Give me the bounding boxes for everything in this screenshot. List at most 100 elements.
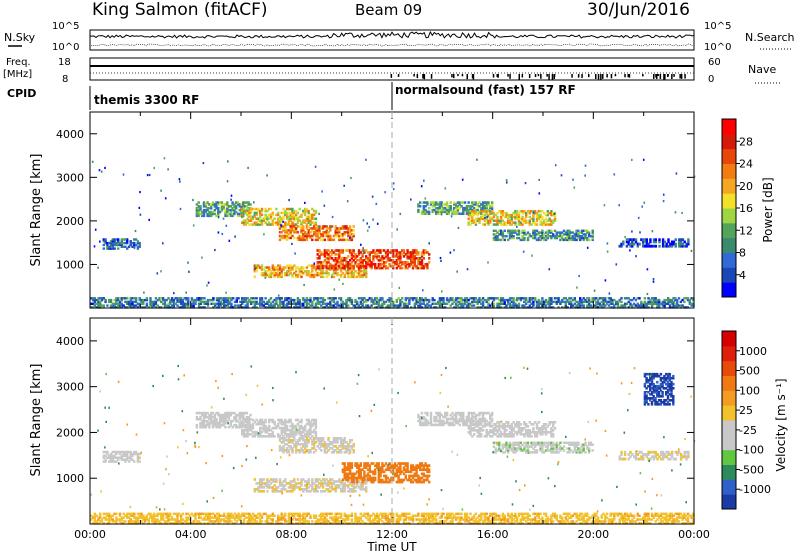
heatmap-cell — [361, 275, 364, 279]
heatmap-cell — [395, 253, 398, 256]
heatmap-cell — [528, 235, 531, 238]
heatmap-cell — [300, 221, 303, 224]
heatmap-cell — [347, 297, 350, 300]
heatmap-cell — [314, 435, 318, 438]
heatmap-cell — [93, 302, 96, 305]
heatmap-cell — [419, 480, 422, 484]
noise-cell — [631, 230, 633, 233]
heatmap-cell — [280, 271, 283, 275]
heatmap-cell — [492, 236, 496, 240]
heatmap-cell — [368, 251, 371, 254]
heatmap-cell — [246, 211, 249, 215]
heatmap-cell — [512, 231, 515, 234]
heatmap-cell — [320, 484, 323, 487]
heatmap-cell — [348, 229, 352, 232]
heatmap-cell — [259, 297, 262, 300]
heatmap-cell — [152, 302, 156, 305]
heatmap-cell — [320, 232, 323, 236]
heatmap-cell — [311, 478, 314, 481]
heatmap-cell — [269, 306, 273, 309]
heatmap-cell — [282, 306, 285, 309]
heatmap-cell — [350, 264, 354, 268]
freq-unit-label: [MHz] — [3, 69, 32, 80]
heatmap-cell — [185, 298, 188, 302]
heatmap-cell — [248, 418, 251, 422]
heatmap-cell — [215, 417, 218, 421]
heatmap-cell — [548, 297, 551, 300]
heatmap-cell — [230, 304, 233, 307]
heatmap-cell — [555, 297, 558, 300]
heatmap-cell — [392, 253, 395, 256]
heatmap-cell — [498, 219, 501, 222]
heatmap-cell — [426, 413, 429, 417]
noise-cell — [303, 283, 305, 287]
heatmap-cell — [336, 259, 339, 262]
heatmap-cell — [210, 421, 213, 425]
freq-dot — [518, 74, 520, 80]
heatmap-cell — [102, 238, 105, 241]
heatmap-cell — [293, 445, 296, 448]
heatmap-cell — [329, 302, 332, 305]
heatmap-cell — [284, 209, 287, 213]
heatmap-cell — [483, 411, 487, 415]
heatmap-cell — [169, 298, 172, 302]
heatmap-cell — [677, 304, 681, 307]
heatmap-cell — [262, 422, 265, 426]
heatmap-cell — [338, 264, 341, 268]
heatmap-cell — [347, 264, 350, 268]
heatmap-cell — [242, 221, 246, 224]
heatmap-cell — [199, 306, 203, 309]
heatmap-cell — [226, 411, 229, 415]
heatmap-cell — [287, 306, 291, 309]
heatmap-cell — [280, 430, 283, 434]
heatmap-cell — [454, 413, 458, 417]
heatmap-cell — [469, 212, 472, 215]
heatmap-cell — [381, 464, 384, 467]
heatmap-cell — [492, 223, 496, 226]
heatmap-cell — [131, 297, 134, 300]
heatmap-cell — [683, 244, 686, 248]
heatmap-cell — [307, 478, 310, 481]
heatmap-cell — [401, 478, 404, 482]
heatmap-cell — [678, 244, 681, 248]
heatmap-cell — [510, 306, 513, 309]
heatmap-cell — [298, 300, 301, 304]
heatmap-cell — [395, 255, 398, 258]
heatmap-cell — [350, 236, 354, 240]
heatmap-cell — [499, 215, 503, 219]
heatmap-cell — [442, 419, 445, 423]
heatmap-cell — [670, 298, 673, 302]
heatmap-cell — [454, 203, 458, 206]
freq-dot — [659, 74, 662, 79]
heatmap-cell — [235, 207, 238, 210]
heatmap-cell — [667, 238, 670, 242]
heatmap-cell — [471, 300, 474, 304]
heatmap-cell — [419, 298, 422, 302]
heatmap-cell — [208, 417, 211, 421]
heatmap-cell — [489, 429, 492, 432]
heatmap-cell — [151, 300, 154, 304]
heatmap-cell — [552, 300, 555, 304]
heatmap-cell — [260, 426, 264, 430]
heatmap-cell — [334, 268, 337, 271]
heatmap-cell — [485, 221, 488, 224]
heatmap-cell — [285, 217, 289, 220]
heatmap-cell — [287, 490, 291, 493]
heatmap-cell — [257, 264, 260, 267]
heatmap-cell — [607, 300, 611, 304]
heatmap-cell — [238, 212, 241, 216]
heatmap-cell — [514, 223, 517, 226]
heatmap-cell — [287, 268, 291, 271]
noise-cell — [635, 255, 637, 258]
heatmap-cell — [444, 421, 447, 425]
heatmap-cell — [235, 425, 238, 429]
noise-cell — [584, 174, 586, 177]
heatmap-cell — [397, 468, 400, 472]
heatmap-cell — [303, 428, 307, 432]
heatmap-cell — [352, 234, 355, 238]
heatmap-cell — [447, 210, 451, 214]
heatmap-cell — [242, 201, 245, 204]
heatmap-cell — [278, 426, 282, 430]
heatmap-cell — [298, 268, 301, 271]
heatmap-cell — [269, 435, 273, 438]
